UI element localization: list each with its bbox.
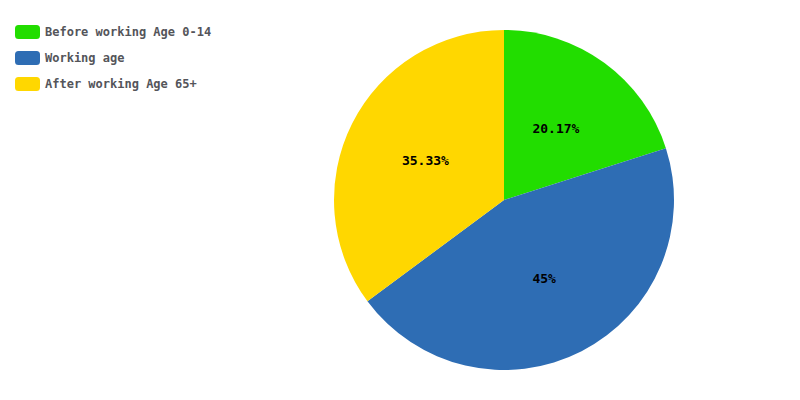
svg-text:20.17%: 20.17%	[532, 121, 579, 136]
svg-text:45%: 45%	[532, 271, 556, 286]
svg-text:After working Age 65+: After working Age 65+	[45, 77, 197, 91]
svg-text:Working age: Working age	[45, 51, 124, 65]
svg-text:Before working Age 0-14: Before working Age 0-14	[45, 25, 211, 39]
svg-text:35.33%: 35.33%	[402, 153, 449, 168]
